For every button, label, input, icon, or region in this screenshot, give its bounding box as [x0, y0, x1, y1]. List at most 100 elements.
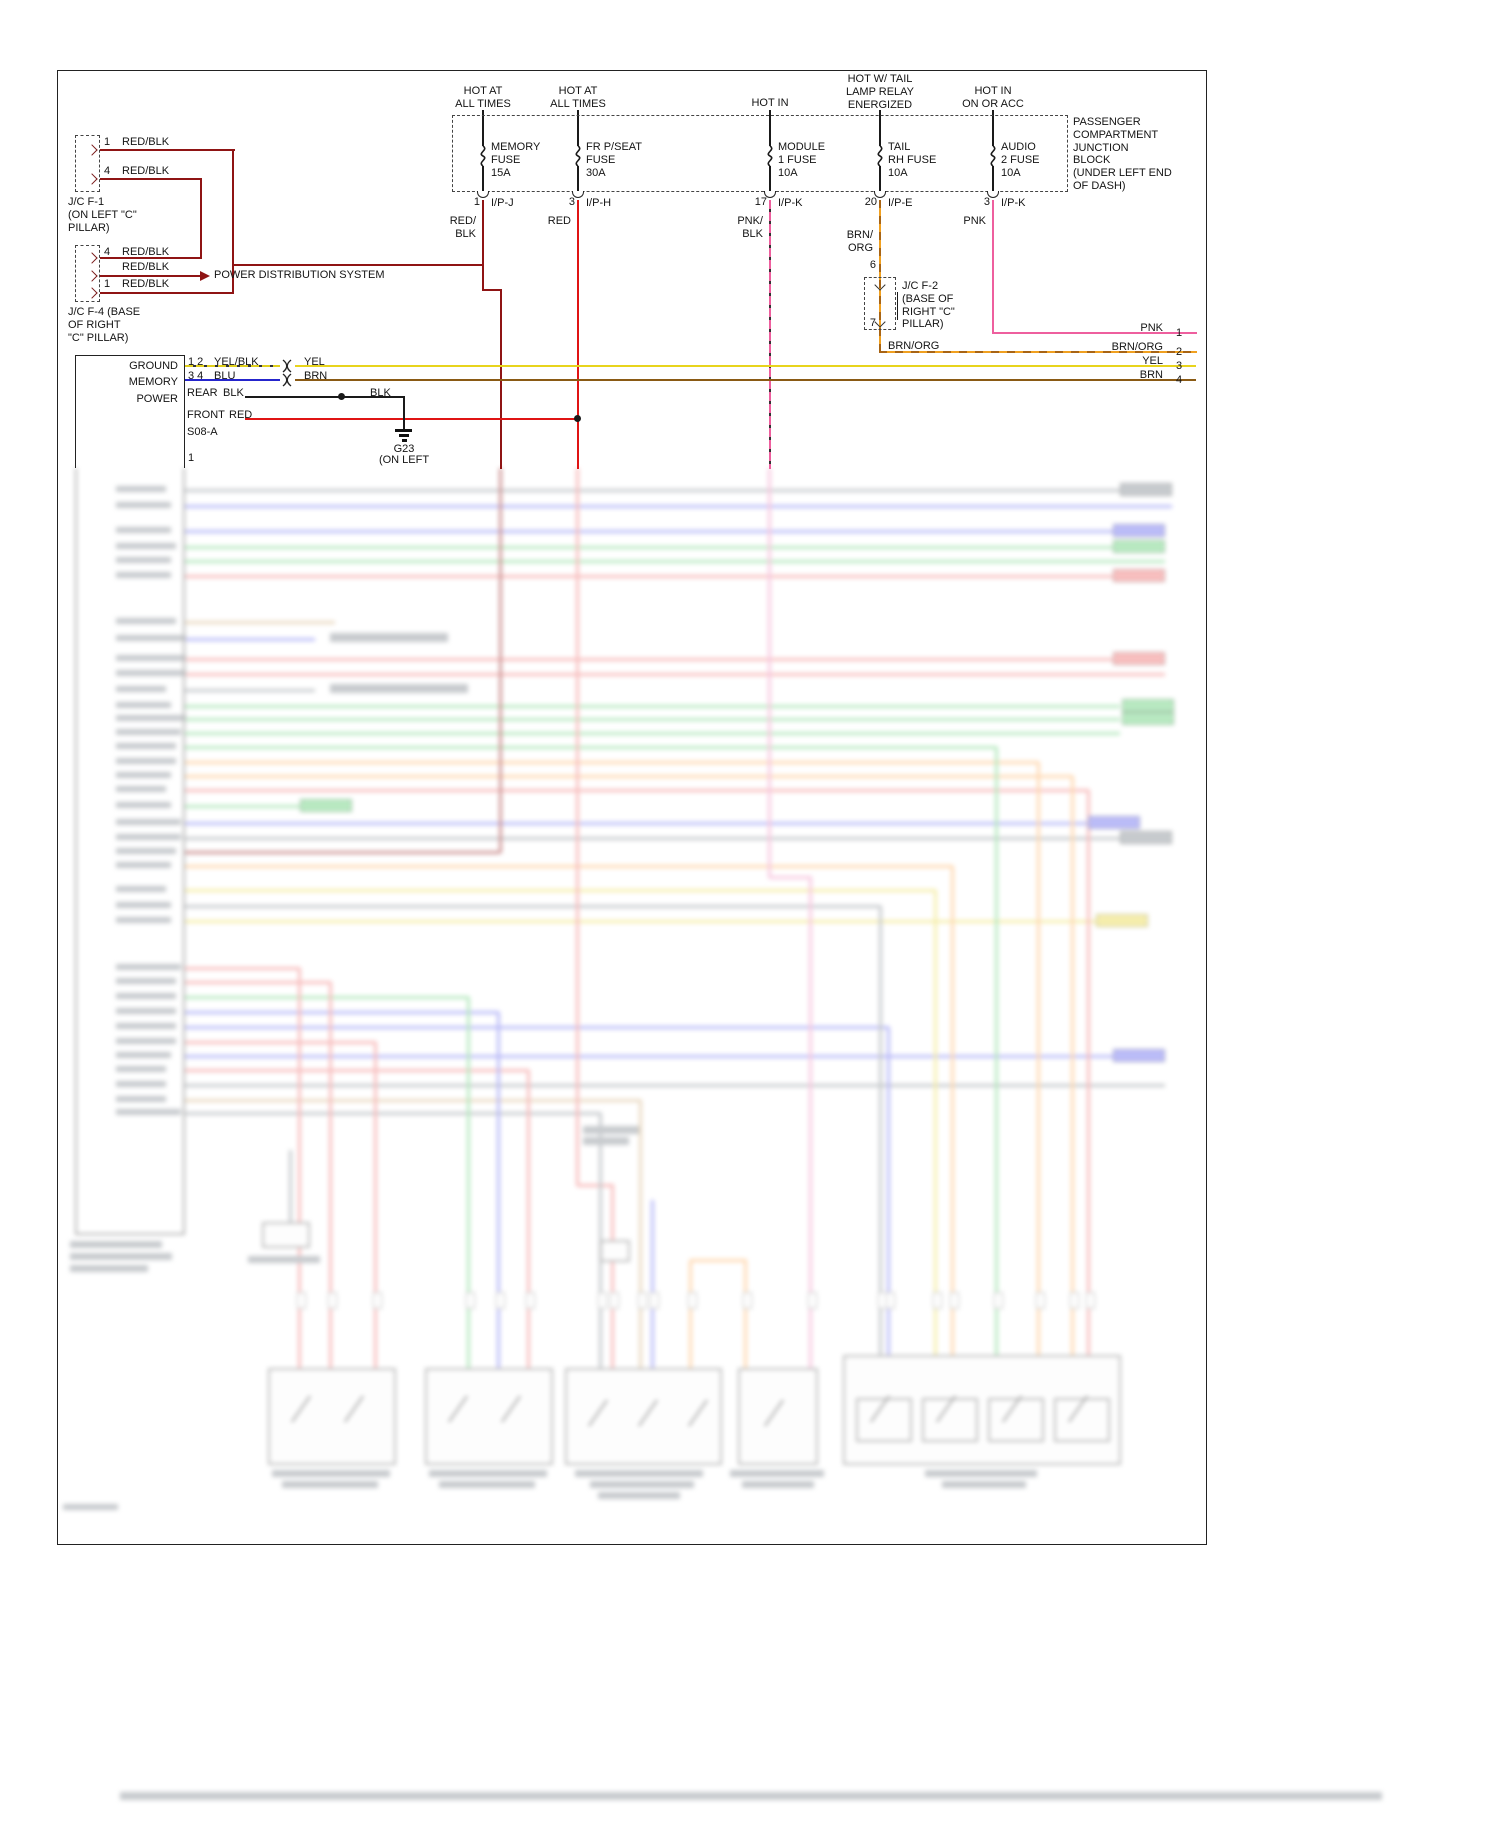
blurred-wire [185, 920, 1148, 923]
jc-f1-caption: J/C F-1 (ON LEFT "C" PILLAR) [68, 196, 137, 234]
blurred-text [330, 684, 468, 693]
blurred-connector-stub [496, 1292, 505, 1309]
blurred-wire [185, 689, 315, 692]
blurred-label [116, 902, 171, 908]
jc-f1-box [75, 135, 100, 192]
blurred-text [730, 1470, 824, 1477]
blurred-component-box [856, 1398, 912, 1442]
blurred-label [116, 978, 176, 984]
jc-f2-pin-top: 6 [869, 259, 876, 271]
junction-dot [338, 393, 345, 400]
blurred-connector-stub [933, 1292, 942, 1309]
wire-segment [482, 289, 502, 291]
blurred-text [598, 1492, 680, 1499]
blurred-wire-label [1113, 652, 1165, 665]
blurred-label [116, 686, 166, 692]
wire-segment [879, 351, 1197, 353]
module-label: POWER [136, 393, 178, 405]
blurred-label [116, 557, 171, 563]
blurred-wire [1071, 776, 1074, 1356]
blurred-label [116, 886, 166, 892]
blurred-wire [768, 468, 771, 878]
blurred-wire [185, 638, 315, 641]
blurred-text [583, 1126, 639, 1134]
wire-segment [232, 149, 234, 294]
blurred-wire [185, 981, 331, 984]
blurred-text [742, 1481, 814, 1488]
wire-color-label: BLK [223, 387, 244, 399]
jc-f2-wire-below: BRN/ORG [888, 340, 940, 352]
blurred-wire [497, 1012, 500, 1369]
wire-segment [233, 264, 482, 266]
blurred-label [116, 1052, 171, 1058]
jc-f4-pin-bottom: 1 [104, 278, 111, 290]
blurred-text [63, 1504, 118, 1510]
blurred-wire [185, 1011, 499, 1014]
blurred-wire-label [1122, 712, 1174, 725]
blurred-connector-stub [1086, 1292, 1095, 1309]
pin-number: 3 [983, 196, 990, 208]
module-row-label: FRONT [187, 409, 225, 421]
blurred-wire [934, 890, 937, 1356]
wire-segment [100, 292, 233, 294]
jc-f4-wire-bottom: RED/BLK [122, 278, 170, 290]
blurred-wire [527, 1070, 530, 1369]
blurred-label [116, 862, 171, 868]
blurred-connector-stub [610, 1292, 619, 1309]
blurred-wire-label [1113, 540, 1165, 553]
blurred-wire-label [1088, 816, 1140, 829]
blurred-text [925, 1470, 1037, 1477]
blurred-wire [185, 1069, 529, 1072]
blurred-component-box [738, 1368, 818, 1465]
jc-f1-pin-top: 1 [104, 136, 111, 148]
blurred-label [116, 572, 171, 578]
connector-name: I/P-J [491, 197, 514, 209]
fuse-label: TAIL RH FUSE 10A [888, 141, 937, 179]
module-pins: 1 2 [188, 356, 204, 368]
blurred-connector-stub [994, 1292, 1003, 1309]
blurred-component-box [988, 1398, 1044, 1442]
blurred-text [429, 1470, 547, 1477]
wire-segment [992, 200, 994, 333]
blurred-text [282, 1481, 378, 1488]
blurred-wire [185, 1084, 1165, 1087]
blurred-text [70, 1253, 172, 1260]
blurred-wire-label [1122, 699, 1174, 712]
blurred-wire [499, 468, 502, 853]
memory-module-box [75, 355, 185, 468]
blurred-wire [185, 658, 1165, 661]
blurred-label [116, 618, 176, 624]
wire-color-label: RED/ BLK [449, 215, 476, 240]
blurred-label [116, 743, 176, 749]
jc-f4-pin-top: 4 [104, 246, 111, 258]
blurred-wire [185, 837, 1172, 840]
blurred-label [116, 1096, 166, 1102]
jc-f2-caption: J/C F-2 (BASE OF RIGHT "C" PILLAR) [902, 280, 955, 331]
wire-color-label: PNK [1140, 322, 1163, 334]
pin-number: 17 [754, 196, 767, 208]
pin-number: 3 [568, 196, 575, 208]
blurred-wire [185, 530, 1165, 533]
wire-color-label: RED [547, 215, 571, 227]
blurred-label [116, 1008, 176, 1014]
connector-name: I/P-H [586, 197, 612, 209]
blurred-label [116, 964, 181, 970]
blurred-connector-stub [598, 1292, 607, 1309]
rail-label: HOT IN [751, 97, 789, 109]
blurred-wire [185, 732, 1120, 735]
blurred-component-box [922, 1398, 978, 1442]
blurred-wire [185, 560, 1165, 563]
blurred-label [116, 772, 171, 778]
blurred-text [439, 1481, 535, 1488]
blurred-wire [769, 876, 812, 879]
wire-segment [295, 365, 1196, 367]
blurred-wire [185, 746, 997, 749]
wire-color-label: YEL [1142, 355, 1163, 367]
blurred-wire [185, 1041, 376, 1044]
blurred-text [575, 1470, 703, 1477]
blurred-wire [185, 1055, 1165, 1058]
blurred-wire [185, 505, 1172, 508]
wire-segment [245, 418, 579, 420]
blurred-wire [809, 877, 812, 1369]
